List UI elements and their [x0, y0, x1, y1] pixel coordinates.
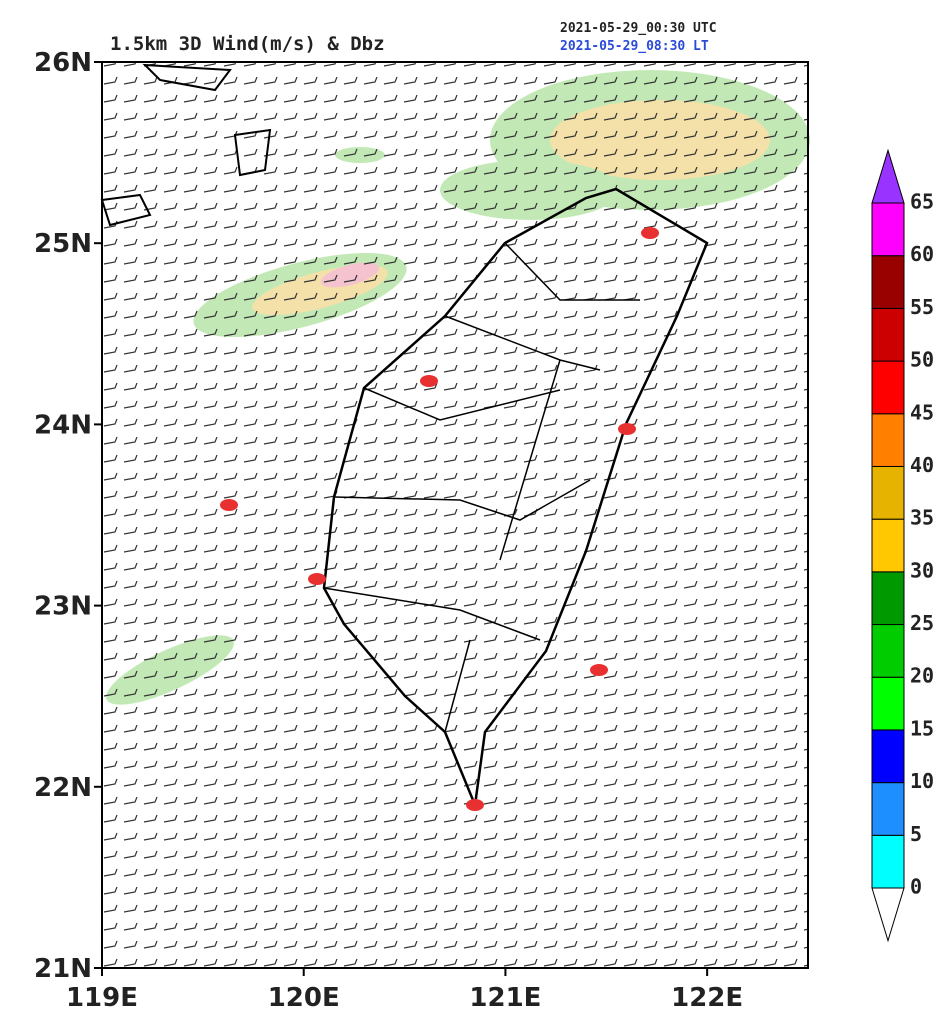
colorbar-label: 50	[910, 348, 934, 372]
y-tick-label: 26N	[34, 48, 92, 78]
time-utc: 2021-05-29_00:30 UTC	[560, 21, 717, 36]
colorbar-segment	[871, 729, 905, 784]
colorbar-segment	[871, 782, 905, 836]
y-tick-label: 24N	[34, 410, 92, 440]
china-coastline	[100, 63, 272, 227]
colorbar-label: 0	[910, 875, 922, 899]
time-lt: 2021-05-29_08:30 LT	[560, 39, 709, 54]
colorbar-label: 5	[910, 822, 922, 846]
colorbar-under	[871, 887, 905, 943]
colorbar-segment	[871, 676, 905, 731]
map-title: 1.5km 3D Wind(m/s) & Dbz	[110, 33, 385, 55]
y-tick-label: 23N	[34, 592, 92, 622]
colorbar-segment	[871, 834, 905, 889]
y-tick-label: 25N	[34, 229, 92, 259]
x-tick-label: 119E	[66, 983, 138, 1013]
plot-frame	[101, 61, 809, 969]
colorbar-segment	[871, 360, 905, 415]
colorbar-label: 25	[910, 611, 934, 635]
colorbar-label: 35	[910, 506, 934, 530]
x-tick-label: 121E	[469, 983, 541, 1013]
station-markers	[220, 227, 659, 811]
colorbar-segment	[871, 624, 905, 678]
wind-barbs	[102, 62, 808, 968]
colorbar-label: 65	[910, 190, 934, 214]
x-tick-label: 122E	[671, 983, 743, 1013]
colorbar-segment	[871, 413, 905, 467]
colorbar-label: 15	[910, 716, 934, 740]
colorbar-segment	[871, 255, 905, 309]
taiwan-coastline	[322, 187, 709, 810]
colorbar-segment	[871, 571, 905, 626]
colorbar-segment	[871, 202, 905, 257]
colorbar-label: 45	[910, 400, 934, 424]
colorbar-segment	[871, 307, 905, 362]
colorbar-label: 20	[910, 664, 934, 688]
county-borders	[323, 242, 640, 733]
colorbar-label: 55	[910, 295, 934, 319]
colorbar-label: 30	[910, 558, 934, 582]
y-tick-label: 22N	[34, 773, 92, 803]
x-tick-label: 120E	[268, 983, 340, 1013]
colorbar-label: 10	[910, 769, 934, 793]
colorbar-segment	[871, 518, 905, 573]
y-tick-label: 21N	[34, 954, 92, 984]
colorbar-segment	[871, 465, 905, 520]
colorbar-label: 40	[910, 453, 934, 477]
colorbar-over	[871, 148, 905, 204]
colorbar-label: 60	[910, 242, 934, 266]
